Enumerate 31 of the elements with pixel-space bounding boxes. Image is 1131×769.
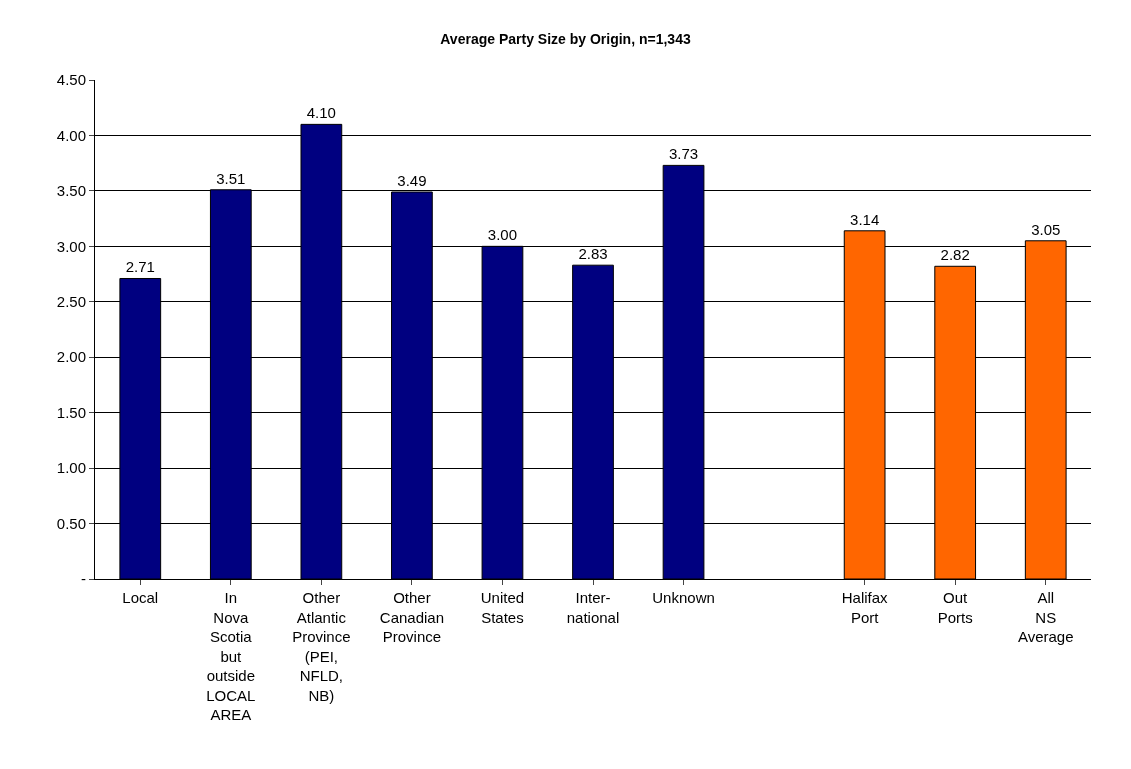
y-tick-label: 2.00	[56, 348, 86, 366]
data-label: 3.00	[487, 226, 518, 244]
chart-title: Average Party Size by Origin, n=1,343	[440, 31, 691, 48]
y-tick-label: 3.00	[56, 237, 86, 255]
data-label: 3.49	[397, 172, 427, 189]
x-tick-label: In Nova Scotia but outside LOCAL AREA	[206, 589, 256, 723]
x-tick-label: Inter- national	[566, 589, 620, 626]
x-tick-label: Halifax Port	[841, 589, 889, 626]
x-tick-label: Other Canadian Province	[379, 589, 445, 645]
y-tick-label: 0.50	[56, 514, 86, 532]
data-label: 4.10	[306, 104, 336, 122]
x-tick-label: Other Atlantic Province (PEI, NFLD, NB)	[292, 589, 351, 704]
data-label: 3.14	[850, 210, 880, 228]
y-tick-label: 1.50	[56, 403, 86, 421]
y-tick-label: 1.00	[56, 459, 86, 477]
data-label: 3.51	[216, 169, 246, 187]
x-tick-label: Out Ports	[937, 589, 973, 626]
y-tick-label: -	[81, 570, 86, 588]
y-tick-label: 3.50	[56, 182, 86, 200]
data-label: 2.83	[578, 245, 608, 263]
x-tick-label: Unknown	[652, 589, 715, 606]
x-tick-label: Local	[122, 589, 159, 606]
x-tick-label: United States	[480, 589, 525, 626]
x-tick-label: All NS Average	[1017, 589, 1074, 645]
y-tick-label: 4.00	[56, 126, 86, 144]
y-tick-label: 4.50	[56, 71, 86, 89]
data-label: 2.82	[940, 246, 970, 264]
y-tick-label: 2.50	[56, 293, 86, 311]
data-label: 2.71	[125, 258, 155, 276]
data-label: 3.73	[668, 145, 699, 163]
data-label: 3.05	[1031, 220, 1061, 238]
